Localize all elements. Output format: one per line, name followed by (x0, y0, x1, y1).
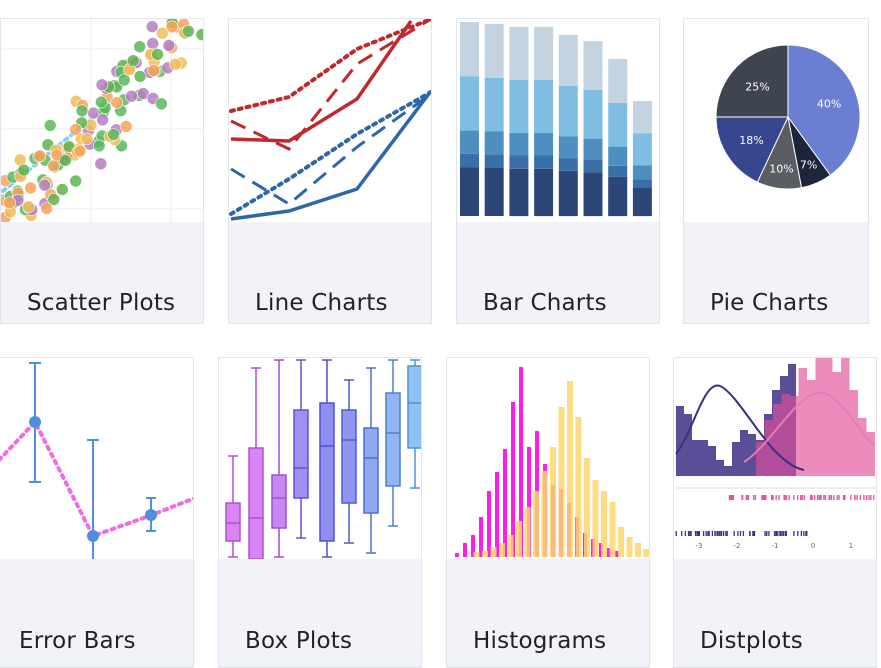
card-bar-charts[interactable]: Bar Charts (456, 18, 660, 324)
box-plot-thumbnail (219, 358, 421, 559)
distplot-axis-tick: 1 (849, 542, 853, 550)
scatter-plot-thumbnail (1, 19, 203, 222)
pie-slice (715, 116, 789, 183)
card-scatter-plots[interactable]: Scatter Plots (0, 18, 204, 324)
distplot-axis-tick: 0 (811, 542, 815, 550)
card-label-bar-charts: Bar Charts (483, 290, 607, 316)
distplot-axis-tick: -2 (734, 542, 741, 550)
card-pie-charts[interactable]: 40% 7% 10% 18% 25% Pie Charts (683, 18, 869, 324)
card-label-histograms: Histograms (473, 628, 607, 654)
pie-slice-label: 40% (817, 98, 841, 111)
distplot-axis-tick: -1 (772, 542, 779, 550)
pie-slice-label: 25% (745, 81, 769, 94)
pie-slice-label: 18% (739, 134, 763, 147)
pie-slice-label: 7% (800, 159, 817, 172)
card-label-error-bars: Error Bars (19, 628, 136, 654)
histogram-thumbnail (447, 358, 649, 559)
card-box-plots[interactable]: Box Plots (218, 357, 422, 668)
card-label-pie-charts: Pie Charts (710, 290, 829, 316)
card-label-distplots: Distplots (700, 628, 803, 654)
pie-slice (715, 44, 789, 118)
card-label-scatter-plots: Scatter Plots (27, 290, 176, 316)
bar-chart-thumbnail (457, 19, 659, 222)
card-distplots[interactable]: -3 -2 -1 0 1 Distplots (673, 357, 877, 668)
card-histograms[interactable]: Histograms (446, 357, 650, 668)
card-label-box-plots: Box Plots (245, 628, 353, 654)
card-error-bars[interactable]: Error Bars (0, 357, 194, 668)
pie-chart-thumbnail: 40% 7% 10% 18% 25% (684, 19, 868, 222)
pie-slice (787, 44, 861, 176)
card-label-line-charts: Line Charts (255, 290, 388, 316)
line-chart-thumbnail (229, 19, 431, 222)
card-line-charts[interactable]: Line Charts (228, 18, 432, 324)
distplot-thumbnail: -3 -2 -1 0 1 (674, 358, 876, 559)
pie-slice-label: 10% (769, 162, 793, 175)
error-bars-thumbnail (0, 358, 193, 559)
distplot-axis-tick: -3 (696, 542, 703, 550)
